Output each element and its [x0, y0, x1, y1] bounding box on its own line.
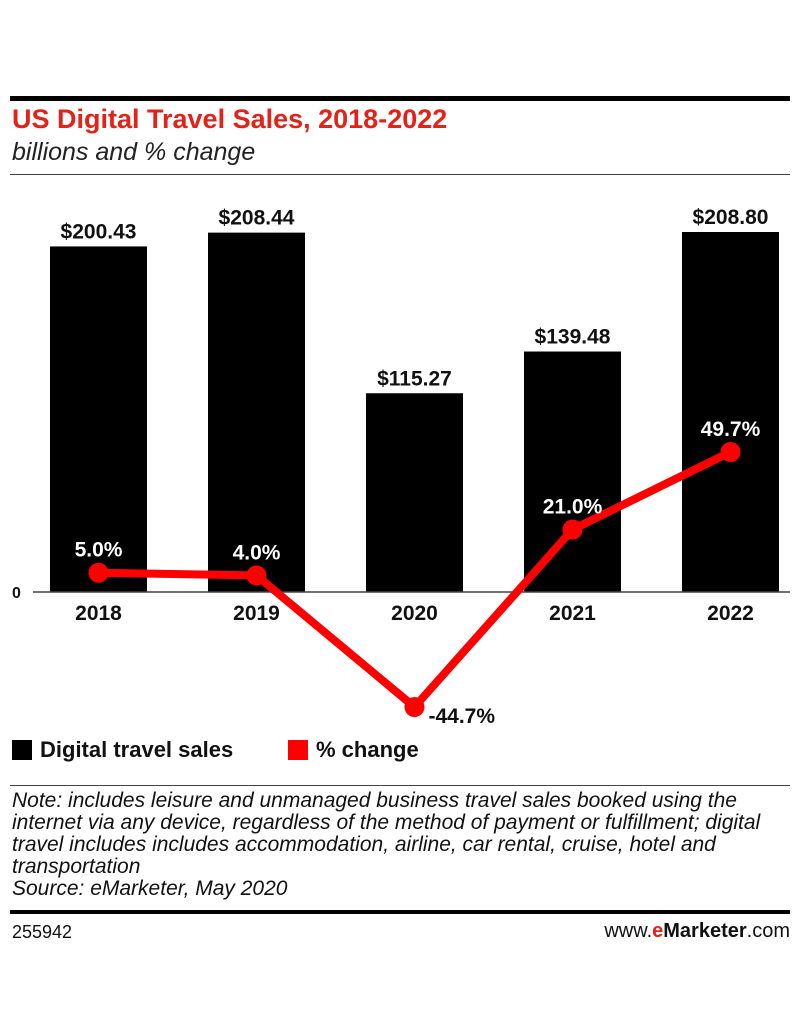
- bottom-rule: [10, 910, 790, 914]
- x-tick-2019: 2019: [233, 602, 280, 625]
- brand-prefix: www.: [604, 920, 653, 942]
- legend-swatch-change: [288, 740, 308, 760]
- change-point-2019: [246, 565, 267, 586]
- brand-suffix: .com: [746, 920, 790, 942]
- change-label-2018: 5.0%: [75, 539, 123, 562]
- zero-label: 0: [12, 585, 21, 602]
- note: Note: includes leisure and unmanaged bus…: [12, 790, 792, 900]
- bar-2018: [50, 246, 147, 592]
- x-tick-2018: 2018: [75, 602, 122, 625]
- legend-label-change: % change: [316, 737, 419, 762]
- change-point-2021: [562, 519, 583, 540]
- chart-id: 255942: [12, 922, 73, 942]
- bar-2021: [524, 351, 621, 592]
- bar-label-2019: $208.44: [219, 207, 295, 230]
- chart-subtitle: billions and % change: [12, 138, 256, 166]
- bar-2022: [682, 232, 779, 592]
- x-tick-2020: 2020: [391, 602, 438, 625]
- subtitle-rule: [10, 174, 790, 175]
- change-point-2020: [404, 697, 425, 717]
- change-point-2018: [88, 562, 109, 583]
- bar-label-2020: $115.27: [377, 367, 452, 390]
- change-label-2019: 4.0%: [233, 541, 281, 564]
- brand-e: e: [652, 920, 664, 942]
- note-rule: [10, 785, 790, 786]
- chart-title: US Digital Travel Sales, 2018-2022: [12, 104, 448, 134]
- source-text: Source: eMarketer, May 2020: [12, 877, 288, 900]
- x-tick-2022: 2022: [707, 602, 754, 625]
- bar-label-2021: $139.48: [535, 326, 611, 349]
- legend-swatch-sales: [12, 740, 32, 760]
- change-label-2021: 21.0%: [543, 496, 603, 519]
- change-label-2022: 49.7%: [701, 418, 761, 441]
- x-tick-2021: 2021: [549, 602, 596, 625]
- bar-label-2022: $208.80: [693, 206, 769, 229]
- bar-label-2018: $200.43: [61, 220, 137, 243]
- change-label-2020: -44.7%: [429, 705, 496, 725]
- legend-label-sales: Digital travel sales: [40, 737, 234, 762]
- brand-name: Marketer: [663, 920, 747, 942]
- bar-2020: [366, 393, 463, 592]
- combo-chart: $200.43 $208.44 $115.27 $139.48 $208.80 0 2018…: [12, 206, 790, 725]
- bar-2019: [208, 232, 305, 592]
- change-point-2022: [720, 442, 741, 462]
- top-rule: [10, 96, 790, 101]
- note-text: Note: includes leisure and unmanaged bus…: [12, 789, 761, 878]
- brand-link[interactable]: www.eMarketer.com: [604, 920, 790, 943]
